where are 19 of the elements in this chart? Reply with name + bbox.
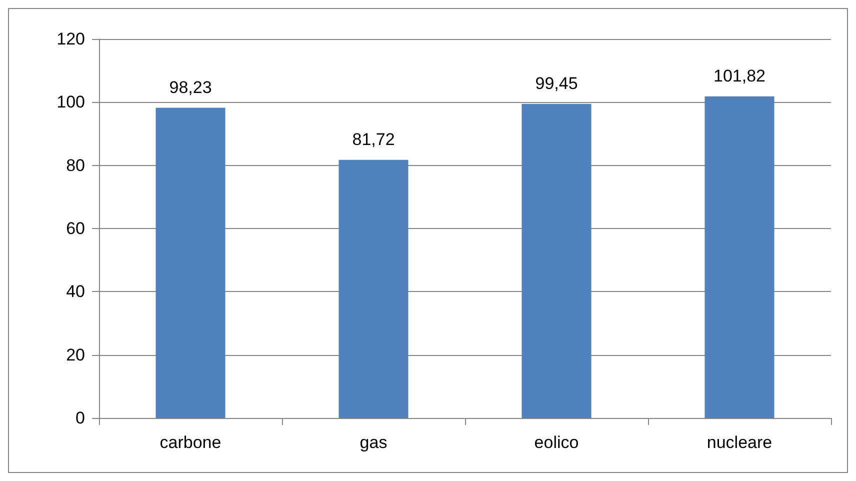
y-tick-label: 0: [76, 408, 85, 428]
bar: [156, 108, 226, 418]
y-tick-label: 100: [56, 92, 85, 112]
y-tick-label: 40: [66, 282, 85, 302]
y-tick-label: 80: [66, 156, 85, 175]
bar: [704, 96, 774, 418]
data-label: 101,82: [714, 66, 766, 86]
data-label: 98,23: [169, 78, 212, 97]
data-label: 81,72: [352, 130, 395, 149]
bar: [338, 160, 408, 418]
x-tick-label: carbone: [160, 433, 222, 452]
y-tick-label: 60: [66, 219, 85, 238]
y-tick-label: 20: [66, 345, 85, 364]
x-tick-label: gas: [360, 433, 388, 452]
bar: [522, 104, 592, 418]
x-tick-label: eolico: [534, 433, 579, 452]
y-tick-label: 120: [56, 30, 85, 48]
data-label: 99,45: [535, 74, 578, 93]
x-tick-label: nucleare: [706, 433, 772, 452]
